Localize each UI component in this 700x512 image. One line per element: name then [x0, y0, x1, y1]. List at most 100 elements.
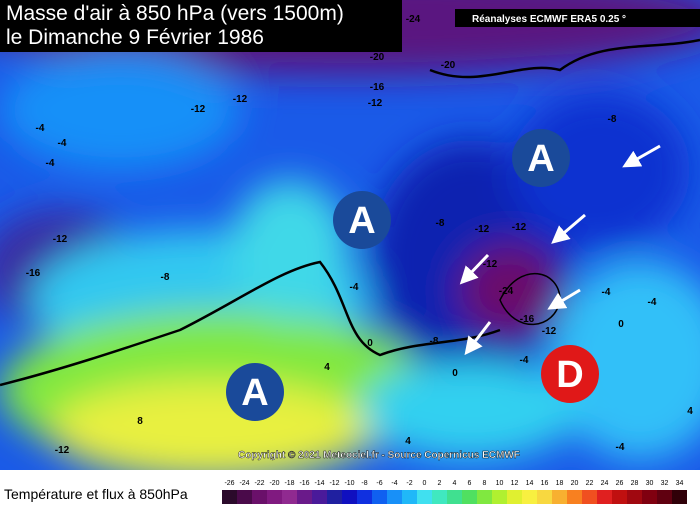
title-box: [0, 0, 402, 52]
contour-label: -4: [350, 282, 359, 293]
contour-label: -8: [430, 336, 439, 347]
legend-swatch: [552, 490, 567, 504]
legend-swatch: [417, 490, 432, 504]
legend-tick-label: 12: [511, 480, 519, 487]
pressure-center: [226, 363, 284, 421]
legend-tick-label: 6: [468, 480, 472, 487]
contour-label: 8: [137, 416, 143, 427]
contour-label: -24: [406, 14, 421, 25]
contour-label: -12: [542, 326, 557, 337]
legend-swatch: [657, 490, 672, 504]
legend-swatch: [492, 490, 507, 504]
title-line: Masse d'air à 850 hPa (vers 1500m): [6, 2, 344, 25]
legend-swatch: [462, 490, 477, 504]
legend-swatch: [672, 490, 687, 504]
contour-label: -12: [55, 445, 70, 456]
flow-arrow: [459, 253, 490, 285]
legend-tick-label: 28: [631, 480, 639, 487]
contour-label: -12: [53, 234, 68, 245]
flow-arrow: [464, 321, 492, 356]
legend-swatch: [312, 490, 327, 504]
legend-tick-label: 10: [496, 480, 504, 487]
contour-label: -8: [161, 272, 170, 283]
contour-label: 4: [324, 362, 330, 373]
legend-tick-label: 14: [526, 480, 534, 487]
legend-tick-label: -14: [314, 480, 324, 487]
pressure-center: [333, 191, 391, 249]
contour-label: -8: [608, 114, 617, 125]
legend-swatch: [252, 490, 267, 504]
legend-swatch: [357, 490, 372, 504]
legend-swatch: [447, 490, 462, 504]
legend-tick-label: 0: [423, 480, 427, 487]
legend-tick-label: -12: [329, 480, 339, 487]
legend-tick-label: 4: [453, 480, 457, 487]
flow-arrow: [622, 144, 661, 168]
legend-swatch: [597, 490, 612, 504]
contour-label: -12: [368, 98, 383, 109]
legend-swatch: [372, 490, 387, 504]
contour-label: -12: [475, 224, 490, 235]
legend-swatch: [402, 490, 417, 504]
legend-swatch: [507, 490, 522, 504]
legend-swatch: [222, 490, 237, 504]
contour-label: 0: [367, 338, 373, 349]
legend-swatch: [612, 490, 627, 504]
contour-label: 0: [452, 368, 458, 379]
pressure-label: A: [527, 138, 554, 180]
legend-tick-label: -16: [299, 480, 309, 487]
legend-swatch: [582, 490, 597, 504]
legend-tick-label: -2: [406, 480, 412, 487]
legend-tick-label: 32: [661, 480, 669, 487]
legend-tick-label: -24: [239, 480, 249, 487]
contour-label: -4: [602, 287, 611, 298]
legend-tick-label: -4: [391, 480, 397, 487]
legend-tick-label: 16: [541, 480, 549, 487]
legend-swatch: [327, 490, 342, 504]
legend-tick-label: -20: [269, 480, 279, 487]
legend-tick-label: 30: [646, 480, 654, 487]
legend-tick-label: -26: [224, 480, 234, 487]
legend-swatch: [267, 490, 282, 504]
legend-tick-label: -18: [284, 480, 294, 487]
legend-swatch: [432, 490, 447, 504]
legend-swatch: [522, 490, 537, 504]
legend-tick-label: 8: [483, 480, 487, 487]
contour-label: 4: [405, 436, 411, 447]
contour-label: 0: [618, 319, 624, 330]
legend-swatch: [387, 490, 402, 504]
legend-tick-label: 20: [571, 480, 579, 487]
legend-swatch: [642, 490, 657, 504]
contour-label: -12: [483, 259, 498, 270]
legend-swatch: [297, 490, 312, 504]
legend-swatch: [567, 490, 582, 504]
contour-label: -16: [520, 314, 535, 325]
pressure-label: D: [556, 354, 583, 396]
flow-arrows: [459, 144, 661, 356]
contour-label: -24: [499, 286, 514, 297]
contour-label: -12: [191, 104, 206, 115]
contour-label: 4: [687, 406, 693, 417]
pressure-center: [512, 129, 570, 187]
contour-label: -12: [512, 222, 527, 233]
legend-tick-label: -10: [344, 480, 354, 487]
flow-arrow: [547, 288, 581, 310]
copyright: Copyright © 2021 Meteociel.fr - Source C…: [238, 450, 520, 461]
legend-swatch: [342, 490, 357, 504]
source-box: [455, 9, 700, 27]
contour-label: -12: [233, 94, 248, 105]
contour-label: -4: [46, 158, 55, 169]
pressure-label: A: [348, 200, 375, 242]
flow-arrow: [551, 213, 586, 244]
contour-label: -4: [648, 297, 657, 308]
contour-label: -4: [616, 442, 625, 453]
legend-swatch: [282, 490, 297, 504]
legend-swatch: [537, 490, 552, 504]
pressure-center: [541, 345, 599, 403]
contour-label: -8: [436, 218, 445, 229]
legend-tick-label: -8: [361, 480, 367, 487]
legend-title: Température et flux à 850hPa: [4, 486, 188, 502]
source-label: Réanalyses ECMWF ERA5 0.25 °: [472, 14, 626, 25]
legend-tick-label: -6: [376, 480, 382, 487]
